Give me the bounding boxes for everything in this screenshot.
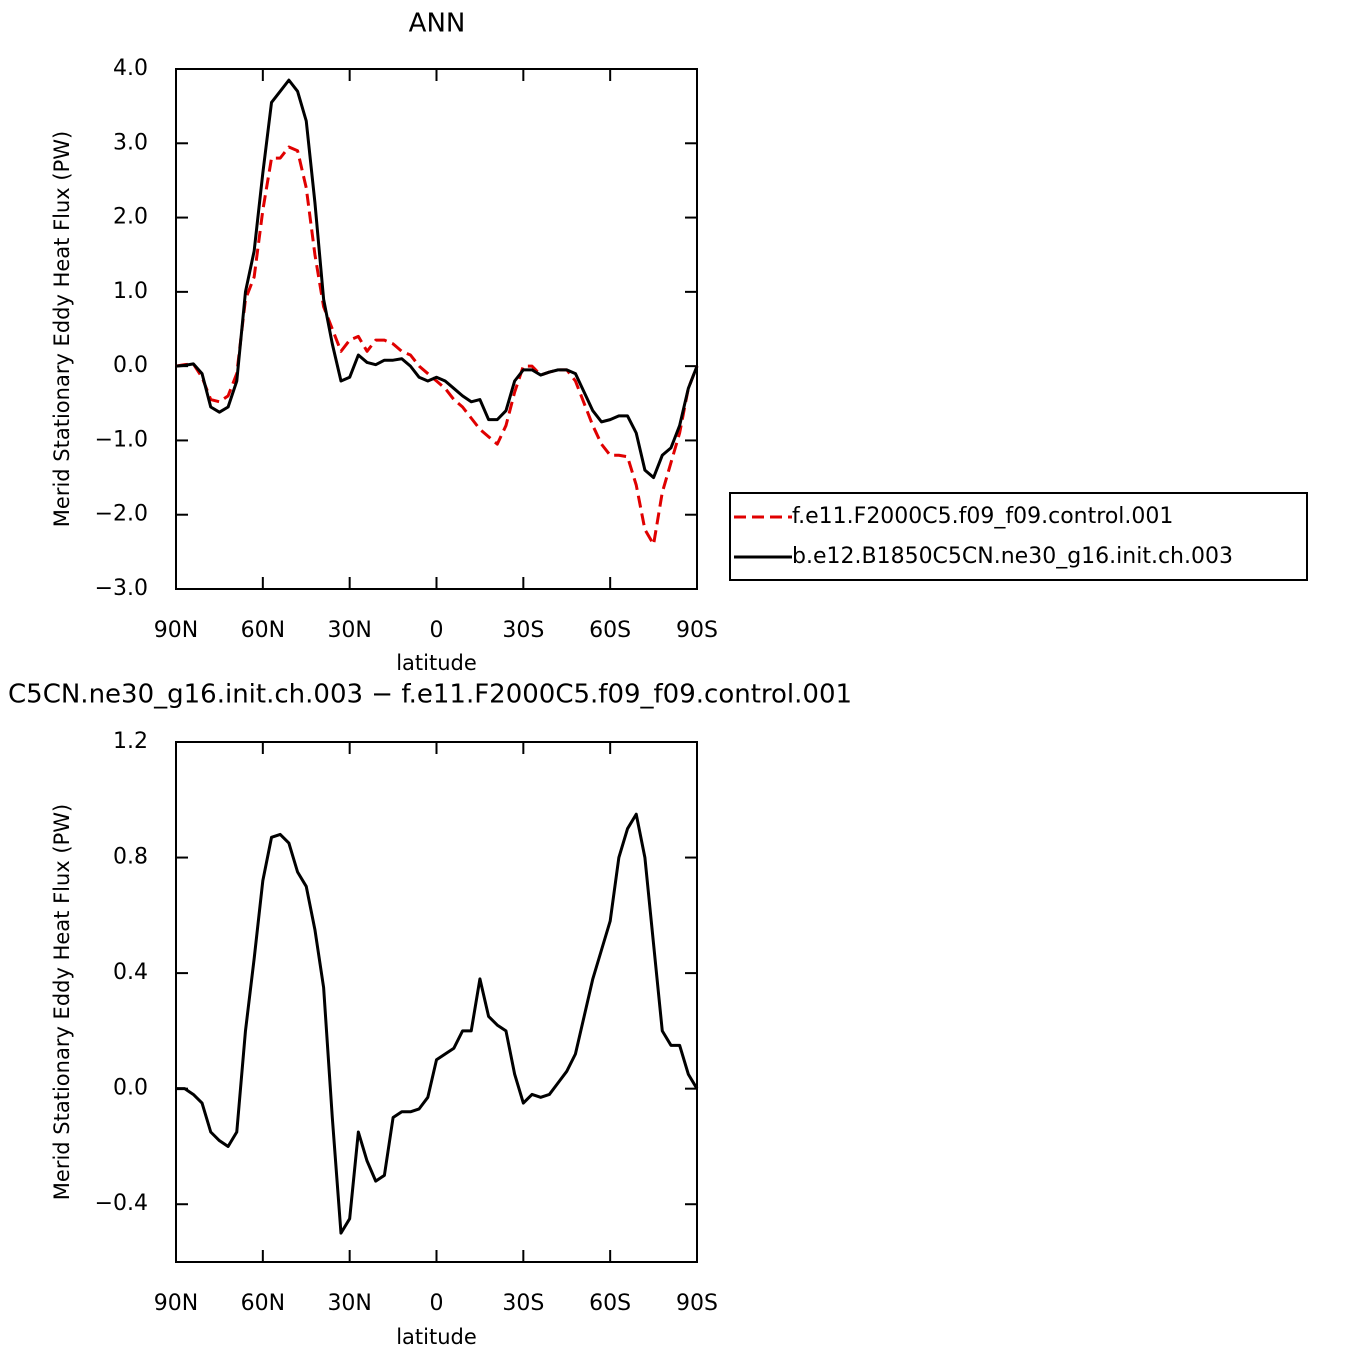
x-tick-label: 30S	[502, 1291, 544, 1316]
plot-frame	[175, 68, 698, 590]
y-tick-label: 1.2	[113, 729, 148, 754]
x-axis-label: latitude	[396, 651, 477, 675]
chart-title: ANN	[409, 9, 466, 39]
x-tick-label: 60S	[589, 1291, 631, 1316]
chart-title: C5CN.ne30_g16.init.ch.003 − f.e11.F2000C…	[8, 680, 852, 710]
x-tick-label: 90N	[154, 618, 198, 643]
y-tick-label: 0.8	[113, 845, 148, 870]
y-axis-label: Merid Stationary Eddy Heat Flux (PW)	[50, 131, 74, 527]
y-axis-label: Merid Stationary Eddy Heat Flux (PW)	[50, 804, 74, 1200]
x-tick-label: 60N	[241, 618, 285, 643]
y-tick-label: −2.0	[95, 502, 148, 527]
x-tick-label: 30S	[502, 618, 544, 643]
y-tick-label: 2.0	[113, 205, 148, 230]
x-tick-label: 60N	[241, 1291, 285, 1316]
y-tick-label: 3.0	[113, 130, 148, 155]
x-tick-label: 0	[430, 1291, 444, 1316]
y-tick-label: −3.0	[95, 576, 148, 601]
y-tick-label: −0.4	[95, 1191, 148, 1216]
y-tick-label: 0.0	[113, 1076, 148, 1101]
y-tick-label: 0.0	[113, 353, 148, 378]
x-tick-label: 90N	[154, 1291, 198, 1316]
y-tick-label: 4.0	[113, 56, 148, 81]
legend-label: f.e11.F2000C5.f09_f09.control.001	[792, 504, 1173, 529]
x-tick-label: 90S	[676, 1291, 718, 1316]
y-tick-label: 1.0	[113, 279, 148, 304]
data-line	[175, 145, 699, 546]
data-line	[176, 812, 699, 1235]
data-line	[175, 78, 699, 480]
legend-box	[729, 492, 1308, 581]
y-tick-label: 0.4	[113, 960, 148, 985]
x-tick-label: 30N	[327, 618, 371, 643]
x-tick-label: 30N	[327, 1291, 371, 1316]
y-tick-label: −1.0	[95, 427, 148, 452]
plot-frame	[175, 741, 698, 1263]
x-axis-label: latitude	[396, 1325, 477, 1349]
legend-label: b.e12.B1850C5CN.ne30_g16.init.ch.003	[792, 544, 1233, 569]
x-tick-label: 0	[430, 618, 444, 643]
x-tick-label: 90S	[676, 618, 718, 643]
x-tick-label: 60S	[589, 618, 631, 643]
